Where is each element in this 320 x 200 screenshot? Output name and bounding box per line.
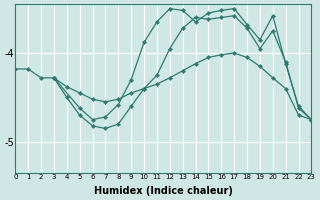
X-axis label: Humidex (Indice chaleur): Humidex (Indice chaleur) — [94, 186, 233, 196]
